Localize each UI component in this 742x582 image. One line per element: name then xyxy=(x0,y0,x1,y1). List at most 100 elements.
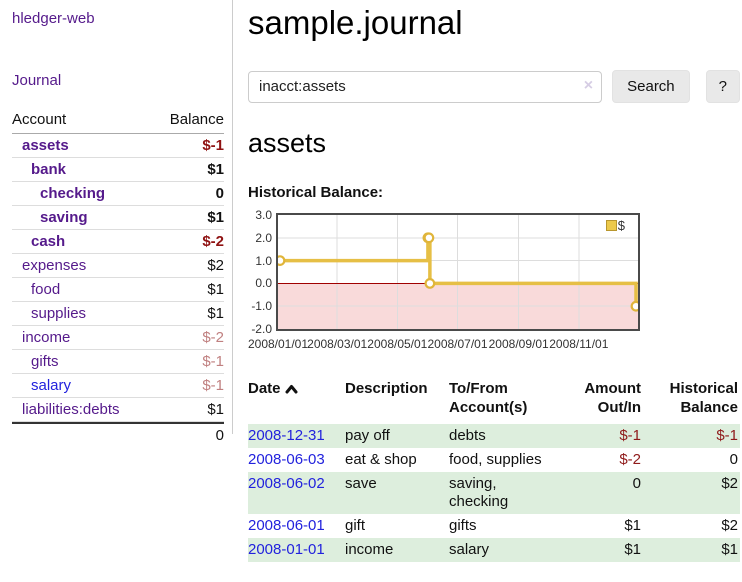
transaction-balance-cell: $-1 xyxy=(643,424,740,448)
chart-x-axis-label: 2008/05/01 xyxy=(367,337,427,351)
sidebar-item-journal[interactable]: Journal xyxy=(12,72,224,89)
chart-x-axis-label: 2008/09/01 xyxy=(489,337,549,351)
account-link[interactable]: bank xyxy=(12,161,66,178)
account-link[interactable]: saving xyxy=(12,209,88,226)
account-balance: $-2 xyxy=(202,329,224,346)
page-title: sample.journal xyxy=(248,4,740,42)
transaction-balance-cell: $1 xyxy=(643,538,740,562)
register-row: 2008-12-31pay offdebts$-1$-1 xyxy=(248,424,740,448)
account-row: income $-2 xyxy=(12,326,224,350)
accounts-total-value: 0 xyxy=(216,427,224,444)
chart-x-axis-label: 2008/07/01 xyxy=(427,337,487,351)
register-row: 2008-01-01incomesalary$1$1 xyxy=(248,538,740,562)
transaction-balance-cell: $2 xyxy=(643,514,740,538)
transaction-date-cell: 2008-01-01 xyxy=(248,538,345,562)
historical-balance-chart: $ 3.02.01.00.0-1.0-2.02008/01/012008/03/… xyxy=(248,213,688,355)
transaction-date-link[interactable]: 2008-12-31 xyxy=(248,427,325,444)
accounts-table: Account Balance assets$-1bank$1checking0… xyxy=(12,109,224,447)
chart-title: Historical Balance: xyxy=(248,184,740,201)
account-balance: $-2 xyxy=(202,233,224,250)
account-row: bank $1 xyxy=(12,158,224,182)
search-button[interactable]: Search xyxy=(612,70,690,103)
register-header-balance[interactable]: Historical Balance xyxy=(643,377,740,424)
account-link[interactable]: cash xyxy=(12,233,65,250)
register-table: Date Description To/From Account(s) Amou… xyxy=(248,377,740,562)
account-link[interactable]: checking xyxy=(12,185,105,202)
sort-asc-icon xyxy=(285,381,298,398)
brand-link[interactable]: hledger-web xyxy=(12,10,224,27)
account-heading: assets xyxy=(248,128,740,159)
transaction-date-link[interactable]: 2008-06-03 xyxy=(248,451,325,468)
account-row: gifts $-1 xyxy=(12,350,224,374)
chart-x-axis-label: 2008/11/01 xyxy=(549,337,608,351)
account-link[interactable]: gifts xyxy=(12,353,59,370)
chart-x-axis-label: 2008/03/01 xyxy=(307,337,367,351)
account-link[interactable]: food xyxy=(12,281,60,298)
accounts-list: assets$-1bank$1checking0saving$1cash$-2e… xyxy=(12,134,224,422)
chart-y-axis-label: 2.0 xyxy=(248,232,272,244)
register-header-description[interactable]: Description xyxy=(345,377,449,424)
chart-y-axis-label: -1.0 xyxy=(248,300,272,312)
transaction-description-cell: income xyxy=(345,538,449,562)
account-balance: $1 xyxy=(207,281,224,298)
account-balance: $1 xyxy=(207,209,224,226)
transaction-date-cell: 2008-06-02 xyxy=(248,472,345,514)
transaction-description-cell: eat & shop xyxy=(345,448,449,472)
chart-y-axis-label: 0.0 xyxy=(248,277,272,289)
legend-label: $ xyxy=(618,218,625,233)
register-header-row: Date Description To/From Account(s) Amou… xyxy=(248,377,740,424)
account-link[interactable]: assets xyxy=(12,137,69,154)
account-link[interactable]: salary xyxy=(12,377,71,394)
chart-plot-area: $ xyxy=(276,213,640,331)
chart-x-axis-label: 2008/01/01 xyxy=(248,337,308,351)
account-balance: $1 xyxy=(207,161,224,178)
account-link[interactable]: supplies xyxy=(12,305,86,322)
transaction-accounts-cell: saving, checking xyxy=(449,472,555,514)
register-row: 2008-06-01giftgifts$1$2 xyxy=(248,514,740,538)
transaction-date-link[interactable]: 2008-01-01 xyxy=(248,541,325,558)
register-row: 2008-06-03eat & shopfood, supplies$-20 xyxy=(248,448,740,472)
clear-search-icon[interactable]: × xyxy=(584,77,593,95)
chart-canvas xyxy=(278,215,638,329)
transaction-balance-cell: $2 xyxy=(643,472,740,514)
chart-y-axis-label: -2.0 xyxy=(248,323,272,335)
transaction-date-cell: 2008-06-03 xyxy=(248,448,345,472)
search-input[interactable] xyxy=(248,71,602,103)
transaction-date-link[interactable]: 2008-06-02 xyxy=(248,475,325,492)
account-row: salary$-1 xyxy=(12,374,224,398)
account-row: saving $1 xyxy=(12,206,224,230)
transaction-description-cell: save xyxy=(345,472,449,514)
account-balance: $-1 xyxy=(202,353,224,370)
account-balance: 0 xyxy=(216,185,224,202)
search-form: × Search ? xyxy=(248,70,740,103)
account-row: cash $-2 xyxy=(12,230,224,254)
register-header-amount[interactable]: Amount Out/In xyxy=(555,377,643,424)
account-link[interactable]: expenses xyxy=(12,257,86,274)
main-content: sample.journal × Search ? assets Histori… xyxy=(233,0,742,582)
accounts-table-header: Account Balance xyxy=(12,109,224,134)
account-row: assets$-1 xyxy=(12,134,224,158)
transaction-amount-cell: $-2 xyxy=(555,448,643,472)
transaction-amount-cell: $1 xyxy=(555,514,643,538)
search-box: × xyxy=(248,71,602,103)
chart-legend: $ xyxy=(606,218,625,233)
chart-y-axis-label: 3.0 xyxy=(248,209,272,221)
transaction-date-cell: 2008-12-31 xyxy=(248,424,345,448)
account-row: checking 0 xyxy=(12,182,224,206)
account-link[interactable]: liabilities:debts xyxy=(12,401,120,418)
account-row: liabilities:debts$1 xyxy=(12,398,224,422)
transaction-date-link[interactable]: 2008-06-01 xyxy=(248,517,325,534)
account-row: food $1 xyxy=(12,278,224,302)
account-row: supplies$1 xyxy=(12,302,224,326)
transaction-accounts-cell: salary xyxy=(449,538,555,562)
transaction-date-cell: 2008-06-01 xyxy=(248,514,345,538)
accounts-total-row: 0 xyxy=(12,422,224,447)
help-button[interactable]: ? xyxy=(706,70,740,103)
transaction-amount-cell: $1 xyxy=(555,538,643,562)
account-link[interactable]: income xyxy=(12,329,70,346)
register-header-accounts[interactable]: To/From Account(s) xyxy=(449,377,555,424)
register-row: 2008-06-02savesaving, checking0$2 xyxy=(248,472,740,514)
transaction-accounts-cell: debts xyxy=(449,424,555,448)
transaction-balance-cell: 0 xyxy=(643,448,740,472)
register-header-date[interactable]: Date xyxy=(248,377,345,424)
